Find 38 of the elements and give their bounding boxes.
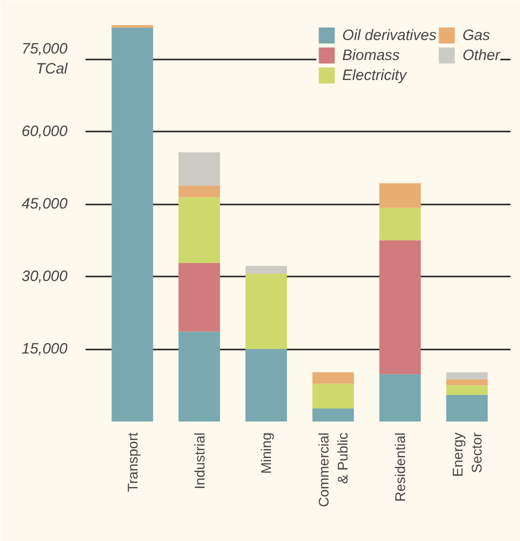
bar xyxy=(245,274,287,349)
bar xyxy=(312,408,354,422)
legend-label: Electricity xyxy=(342,66,406,84)
y-tick-label: 15,000 xyxy=(22,340,68,358)
bar xyxy=(379,183,421,208)
y-tick-label: 75,000 xyxy=(22,40,68,58)
bar xyxy=(312,384,354,408)
bar xyxy=(446,394,488,422)
legend-label: Biomass xyxy=(342,46,400,64)
legend-label: Oil derivatives xyxy=(342,26,436,44)
x-tick-label: Energy Sector xyxy=(449,432,485,477)
y-tick-label: 45,000 xyxy=(22,196,68,212)
legend-label: Gas xyxy=(462,26,490,44)
y-tick-label: 60,000 xyxy=(22,123,68,140)
x-tick-label: Transport xyxy=(124,432,140,492)
bar xyxy=(178,152,220,186)
legend-label: Other xyxy=(462,46,500,64)
y-tick-label: 30,000 xyxy=(22,268,68,285)
x-tick-label: Commercial & Public xyxy=(316,432,351,508)
bar xyxy=(245,349,287,422)
bar xyxy=(446,379,488,386)
bar xyxy=(379,240,421,374)
bar xyxy=(178,332,220,422)
bar xyxy=(178,197,220,263)
y-axis-title: TCal xyxy=(36,60,68,78)
bar xyxy=(446,372,488,380)
bar xyxy=(178,262,220,332)
bar xyxy=(379,208,421,240)
bar xyxy=(245,266,287,274)
x-tick-label: Industrial xyxy=(191,432,208,490)
bar xyxy=(178,186,220,198)
bar xyxy=(112,25,154,28)
bar xyxy=(446,385,488,395)
x-tick-label: Residential xyxy=(392,432,408,502)
x-tick-label: Mining xyxy=(258,432,274,474)
bar xyxy=(112,28,154,422)
bar xyxy=(379,374,421,422)
bar xyxy=(312,372,354,384)
